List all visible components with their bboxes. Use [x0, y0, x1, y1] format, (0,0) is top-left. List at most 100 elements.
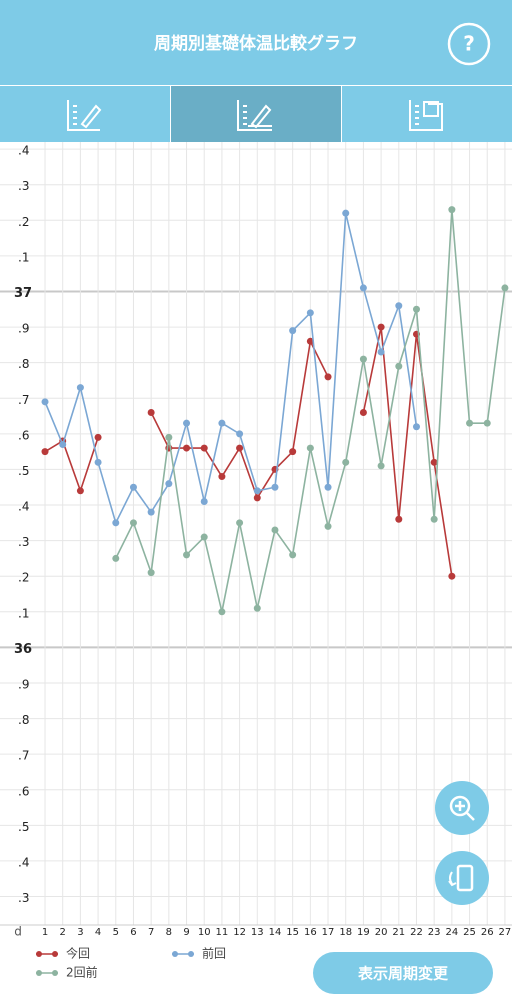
data-point — [236, 430, 244, 438]
legend-dot — [52, 951, 58, 957]
data-point — [41, 448, 49, 456]
y-tick-label: .9 — [18, 677, 29, 691]
data-point — [218, 419, 226, 427]
data-point — [324, 373, 332, 381]
x-tick-label: 2 — [60, 927, 66, 938]
data-point — [41, 398, 49, 406]
data-point — [359, 355, 367, 363]
zoom-button[interactable] — [435, 781, 489, 835]
data-point — [359, 284, 367, 292]
data-point — [76, 384, 84, 392]
legend-label: 前回 — [202, 946, 226, 961]
legend-dot — [36, 970, 42, 976]
data-point — [129, 519, 137, 527]
series-line — [44, 212, 418, 526]
data-point — [112, 519, 120, 527]
x-tick-label: 21 — [392, 927, 405, 938]
data-point — [377, 323, 385, 331]
tab-selected[interactable] — [171, 86, 341, 142]
y-tick-label: .2 — [18, 571, 29, 585]
data-point — [59, 441, 67, 449]
y-tick-label: .4 — [18, 855, 29, 869]
y-tick-label: .9 — [18, 322, 29, 336]
y-tick-label: .3 — [18, 535, 29, 549]
x-tick-label: 16 — [304, 927, 317, 938]
y-tick-label: .5 — [18, 464, 29, 478]
data-point — [200, 497, 208, 505]
data-point — [306, 309, 314, 317]
y-tick-label: .6 — [18, 428, 29, 442]
data-point — [342, 209, 350, 217]
series-line — [44, 326, 453, 577]
y-tick-label: .4 — [18, 144, 29, 158]
legend-dot — [188, 951, 194, 957]
data-point — [306, 337, 314, 345]
x-tick-label: 23 — [428, 927, 441, 938]
data-point — [147, 408, 155, 416]
x-tick-label: 7 — [148, 927, 154, 938]
x-tick-label: 14 — [269, 927, 282, 938]
period-change-button[interactable] — [313, 952, 493, 994]
data-point — [183, 419, 191, 427]
y-tick-label: .4 — [18, 500, 29, 514]
data-point — [289, 327, 297, 335]
tab-icon-2[interactable] — [237, 100, 272, 131]
data-point — [200, 533, 208, 541]
data-point — [236, 519, 244, 527]
period-change-label[interactable]: 表示周期変更 — [358, 965, 449, 983]
data-point — [448, 206, 456, 214]
data-point — [236, 444, 244, 452]
data-point — [200, 444, 208, 452]
data-point — [271, 483, 279, 491]
x-tick-label: 9 — [183, 927, 189, 938]
data-point — [112, 554, 120, 562]
y-tick-label: .8 — [18, 713, 29, 727]
data-point — [466, 419, 474, 427]
data-point — [448, 572, 456, 580]
data-point — [129, 483, 137, 491]
plot: .3.4.5.6.7.8.936.1.2.3.4.5.6.7.8.937.1.2… — [0, 142, 512, 938]
rotate-button[interactable] — [435, 851, 489, 905]
legend-label: 2回前 — [66, 965, 98, 980]
x-tick-label: 8 — [166, 927, 172, 938]
data-point — [377, 462, 385, 470]
y-tick-label: .2 — [18, 215, 29, 229]
x-tick-label: 3 — [77, 927, 83, 938]
data-point — [430, 515, 438, 523]
tab-icon-3[interactable] — [409, 100, 443, 131]
x-tick-label: 5 — [113, 927, 119, 938]
x-tick-label: 26 — [481, 927, 494, 938]
data-point — [395, 302, 403, 310]
x-tick-label: 12 — [233, 927, 246, 938]
legend-dot — [52, 970, 58, 976]
data-point — [342, 458, 350, 466]
x-tick-label: 11 — [216, 927, 229, 938]
data-point — [306, 444, 314, 452]
data-point — [377, 348, 385, 356]
data-point — [412, 305, 420, 313]
y-tick-label: .3 — [18, 179, 29, 193]
data-point — [289, 448, 297, 456]
y-tick-label: .1 — [18, 606, 29, 620]
data-point — [218, 473, 226, 481]
header-title: 周期別基礎体温比較グラフ — [154, 33, 358, 54]
data-point — [324, 483, 332, 491]
data-point — [289, 551, 297, 559]
x-tick-label: 27 — [499, 927, 512, 938]
data-point — [359, 408, 367, 416]
y-tick-label: .3 — [18, 891, 29, 905]
data-point — [501, 284, 509, 292]
x-tick-label: 20 — [375, 927, 388, 938]
x-tick-label: 25 — [463, 927, 476, 938]
data-point — [147, 569, 155, 577]
help-icon[interactable]: ? — [463, 32, 475, 56]
help-button[interactable] — [447, 22, 491, 66]
data-point — [253, 487, 261, 495]
data-point — [183, 551, 191, 559]
tab-icon-1[interactable] — [67, 100, 102, 131]
y-tick-label: .5 — [18, 820, 29, 834]
data-point — [218, 608, 226, 616]
x-tick-label: 15 — [286, 927, 299, 938]
y-tick-label: 36 — [14, 642, 32, 657]
x-tick-label: 13 — [251, 927, 264, 938]
